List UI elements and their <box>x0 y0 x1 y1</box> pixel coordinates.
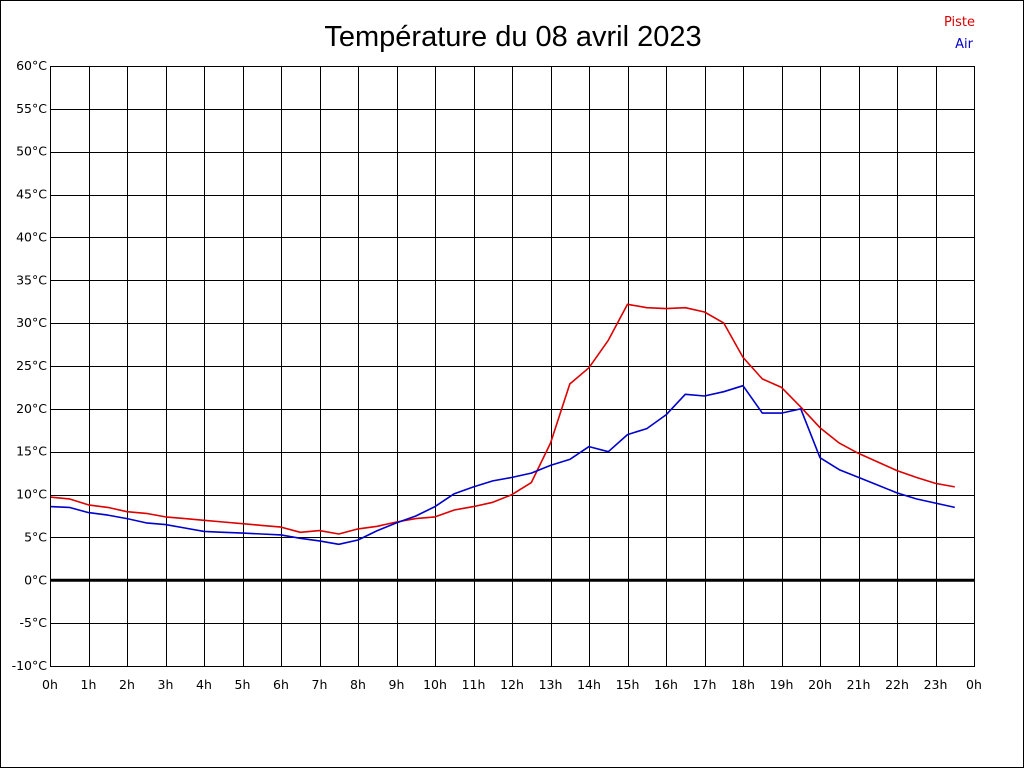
x-tick-label: 17h <box>693 677 717 692</box>
series-line-piste <box>49 303 955 535</box>
x-tick-label: 19h <box>770 677 794 692</box>
x-tick-label: 12h <box>500 677 524 692</box>
x-tick-label: 4h <box>196 677 212 692</box>
y-tick-label: 5°C <box>24 529 47 544</box>
x-tick-label: 23h <box>924 677 948 692</box>
x-tick-label: 16h <box>654 677 678 692</box>
x-tick-label: 13h <box>539 677 563 692</box>
x-tick-label: 22h <box>885 677 909 692</box>
x-tick-label: 10h <box>423 677 447 692</box>
x-tick-label: 14h <box>577 677 601 692</box>
x-tick-label: 20h <box>808 677 832 692</box>
x-tick-label: 7h <box>312 677 328 692</box>
y-tick-label: -5°C <box>20 615 48 630</box>
x-tick-label: 2h <box>119 677 135 692</box>
series-line-air <box>49 384 955 546</box>
y-tick-label: 0°C <box>24 572 47 587</box>
x-tick-label: 5h <box>235 677 251 692</box>
y-tick-label: 30°C <box>16 315 47 330</box>
y-tick-label: 50°C <box>16 144 47 159</box>
x-axis-ticks: 0h 1h 2h 3h 4h 5h 6h 7h 8h 9h 10h 11h 12h 13h 14h 15h 16… <box>42 677 982 692</box>
x-tick-label: 9h <box>389 677 405 692</box>
y-tick-label: 60°C <box>16 58 47 73</box>
legend-air: Air <box>955 37 974 52</box>
y-tick-label: 40°C <box>16 229 47 244</box>
y-tick-label: 15°C <box>16 444 47 459</box>
y-tick-label: 25°C <box>16 358 47 373</box>
series <box>49 303 955 546</box>
x-tick-label: 21h <box>847 677 871 692</box>
y-tick-label: 20°C <box>16 401 47 416</box>
chart-title: Température du 08 avril 2023 <box>324 21 701 53</box>
y-tick-label: 35°C <box>16 272 47 287</box>
plot-area-border <box>50 66 975 667</box>
y-tick-label: 45°C <box>16 187 47 202</box>
x-tick-label: 11h <box>462 677 486 692</box>
x-tick-label: 6h <box>273 677 289 692</box>
y-tick-label: -10°C <box>12 658 48 673</box>
x-tick-label: 1h <box>81 677 97 692</box>
grid <box>50 66 975 667</box>
y-tick-label: 55°C <box>16 101 47 116</box>
x-tick-label: 15h <box>616 677 640 692</box>
x-tick-label: 18h <box>731 677 755 692</box>
legend-piste: Piste <box>944 15 975 30</box>
y-axis-ticks: -10°C -5°C 0°C 5°C 10°C 15°C 20°C 25°C 30°C 35°C 4… <box>12 58 48 673</box>
x-tick-label: 8h <box>350 677 366 692</box>
x-tick-label: 0h <box>966 677 982 692</box>
y-tick-label: 10°C <box>16 487 47 502</box>
x-tick-label: 3h <box>158 677 174 692</box>
x-tick-label: 0h <box>42 677 58 692</box>
